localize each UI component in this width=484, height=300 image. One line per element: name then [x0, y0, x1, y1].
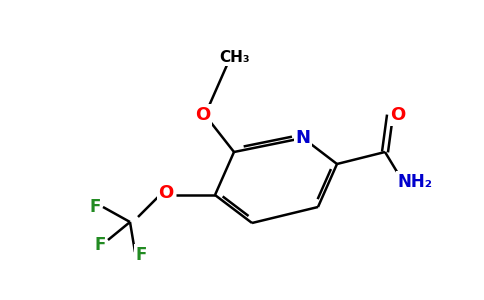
Text: O: O — [196, 106, 211, 124]
Text: O: O — [158, 184, 174, 202]
Text: N: N — [296, 129, 311, 147]
Text: O: O — [391, 106, 406, 124]
Text: CH₃: CH₃ — [220, 50, 250, 64]
Text: F: F — [90, 198, 101, 216]
Text: F: F — [94, 236, 106, 254]
Text: F: F — [136, 246, 147, 264]
Text: NH₂: NH₂ — [397, 173, 433, 191]
